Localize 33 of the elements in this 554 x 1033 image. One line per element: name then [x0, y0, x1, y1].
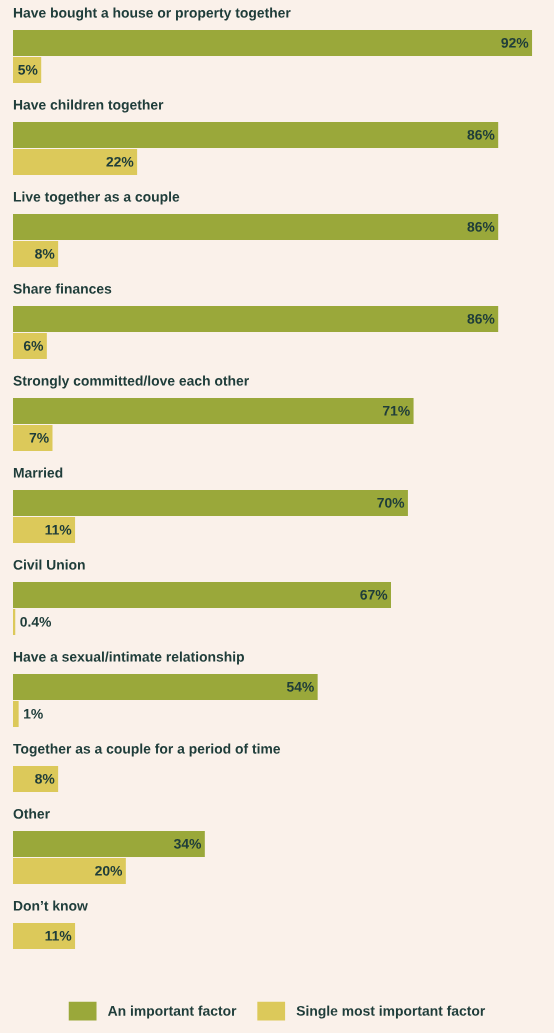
y-tick-label: Have bought a house or property together [13, 7, 291, 21]
y-tick-label: Civil Union [13, 559, 85, 570]
data-label: 1% [24, 708, 43, 719]
data-label: 6% [23, 340, 44, 351]
y-tick-label: Other [13, 808, 50, 819]
data-label: 71% [382, 405, 410, 416]
data-label: 86% [467, 313, 495, 324]
y-tick-label: Share finances [13, 283, 112, 294]
data-label: 8% [35, 773, 55, 784]
data-label: 86% [467, 129, 495, 140]
legend-label: Single most important factor [296, 1005, 486, 1019]
data-label: 34% [173, 838, 202, 849]
legend-label: An important factor [107, 1005, 237, 1019]
y-tick-label: Don’t know [13, 900, 88, 911]
data-label: 20% [95, 865, 123, 876]
y-tick-label: Have children together [13, 99, 164, 113]
data-label: 8% [35, 248, 55, 259]
data-label: 7% [29, 432, 49, 443]
y-tick-label: Strongly committed/love each other [13, 375, 249, 389]
y-tick-label: Have a sexual/intimate relationship [13, 651, 244, 665]
data-label: 67% [360, 589, 388, 600]
y-tick-label: Together as a couple for a period of time [13, 743, 281, 757]
data-label: 70% [377, 497, 405, 508]
data-label: 0.4% [20, 616, 52, 627]
data-label: 11% [45, 524, 72, 535]
data-label: 54% [286, 681, 314, 692]
data-label: 11% [45, 930, 72, 941]
data-label: 5% [18, 64, 38, 75]
y-tick-label: Married [13, 467, 63, 478]
data-label: 22% [106, 156, 134, 167]
y-tick-label: Live together as a couple [13, 191, 180, 205]
data-label: 92% [501, 37, 529, 48]
data-label: 86% [467, 221, 495, 232]
